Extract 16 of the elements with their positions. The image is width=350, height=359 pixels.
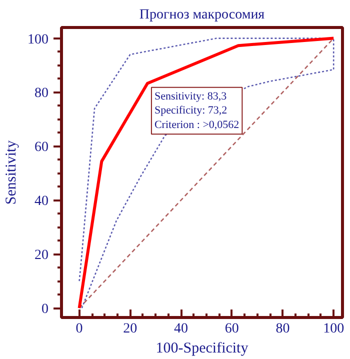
x-tick-label: 20 (123, 322, 138, 336)
x-tick-label: 0 (76, 322, 83, 336)
x-tick-label: 60 (224, 322, 239, 336)
y-axis-title: Sensitivity (4, 140, 20, 205)
y-tick-label: 0 (42, 302, 48, 318)
x-tick-label: 100 (323, 322, 344, 336)
y-tick-label: 80 (34, 86, 48, 102)
x-tick-label: 40 (174, 322, 188, 336)
y-tick-label: 100 (28, 32, 48, 48)
chart-title: Прогноз макросомия (139, 8, 266, 22)
y-tick-label: 60 (34, 140, 48, 156)
annotation: Sensitivity: 83,3 Specificity: 73,2 Criterion : >0,0562 (154, 90, 240, 132)
y-tick-label: 40 (34, 194, 48, 210)
x-tick-label: 80 (276, 322, 290, 336)
x-axis-title: 100-Specificity (156, 340, 249, 356)
y-tick-label: 20 (34, 248, 48, 264)
